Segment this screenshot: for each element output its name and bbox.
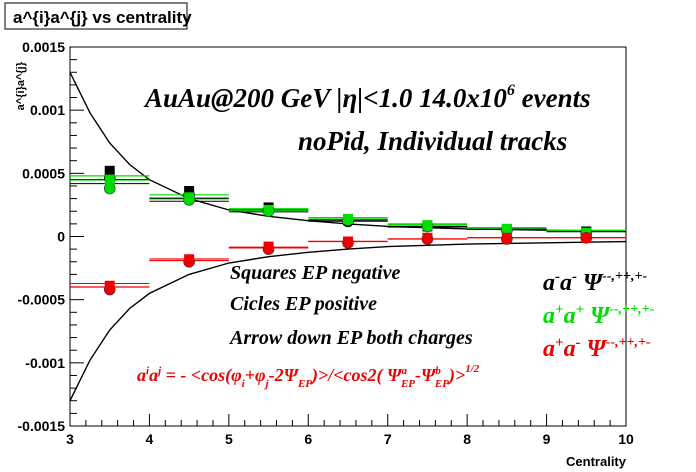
square-marker-green bbox=[422, 220, 433, 231]
annotation-method: noPid, Individual tracks bbox=[298, 126, 567, 156]
square-marker-red bbox=[104, 280, 115, 291]
y-tick-label: 0.001 bbox=[30, 102, 65, 118]
fit-curve-lower bbox=[69, 240, 627, 402]
square-marker-black bbox=[184, 186, 195, 197]
y-axis-label: a^{i}a^{j} bbox=[15, 61, 27, 110]
x-tick-label: 9 bbox=[543, 431, 551, 447]
square-marker-red bbox=[581, 232, 592, 243]
square-marker-red bbox=[422, 232, 433, 243]
data-markers bbox=[103, 165, 593, 296]
x-axis-label: Centrality bbox=[566, 454, 627, 469]
square-marker-green bbox=[501, 223, 512, 234]
square-marker-red bbox=[501, 232, 512, 243]
x-tick-label: 8 bbox=[463, 431, 471, 447]
square-marker-green bbox=[104, 174, 115, 185]
legend-entry: a+a- Ψ--,++,+- bbox=[543, 335, 651, 362]
square-marker-green bbox=[343, 213, 353, 224]
x-tick-label: 7 bbox=[384, 431, 392, 447]
y-tick-label: 0.0005 bbox=[22, 165, 65, 181]
square-marker-red bbox=[263, 241, 274, 252]
y-tick-label: 0 bbox=[57, 229, 65, 245]
annotation-circles: Cicles EP positive bbox=[230, 293, 377, 315]
x-tick-label: 10 bbox=[618, 431, 634, 447]
y-tick-label: -0.001 bbox=[25, 355, 65, 371]
chart-title: a^{i}a^{j} vs centrality bbox=[13, 8, 192, 27]
square-marker-green bbox=[263, 204, 274, 215]
x-axis: 3 4 5 6 7 8 9 10 bbox=[66, 414, 634, 447]
square-marker-red bbox=[184, 254, 195, 265]
legend-entry: a+a+ Ψ--,++,+- bbox=[543, 302, 655, 329]
square-marker-black bbox=[104, 165, 115, 176]
chart-title-text: a^{i}a^{j} vs centrality bbox=[13, 8, 192, 27]
legend: a-a- Ψ--,++,+- a+a+ Ψ--,++,+- a+a- Ψ--,++,… bbox=[543, 269, 655, 362]
legend-entry: a-a- Ψ--,++,+- bbox=[543, 269, 647, 296]
title-box bbox=[4, 2, 188, 30]
y-tick-label: -0.0015 bbox=[18, 418, 66, 434]
fit-curve-upper bbox=[69, 71, 627, 233]
y-axis: -0.0015 -0.001 -0.0005 0 0.0005 0.001 0.0015 bbox=[18, 39, 84, 434]
annotation-dataset: AuAu@200 GeV |η|<1.0 14.0x106 events bbox=[143, 82, 591, 113]
annotation-arrows: Arrow down EP both charges bbox=[228, 327, 473, 349]
x-tick-label: 6 bbox=[304, 431, 312, 447]
x-tick-label: 5 bbox=[225, 431, 233, 447]
annotation-squares: Squares EP negative bbox=[230, 262, 400, 284]
x-tick-label: 4 bbox=[146, 431, 154, 447]
square-marker-green bbox=[184, 192, 195, 203]
square-marker-red bbox=[343, 236, 353, 247]
y-tick-label: -0.0005 bbox=[18, 292, 66, 308]
annotation-formula: aiaj = - <cos(φi+φj-2ΨEP)>/<cos2( Ψa EP-Ψ… bbox=[137, 363, 480, 390]
y-tick-label: 0.0015 bbox=[22, 39, 65, 55]
x-tick-label: 3 bbox=[66, 431, 74, 447]
fit-curves bbox=[69, 71, 627, 402]
